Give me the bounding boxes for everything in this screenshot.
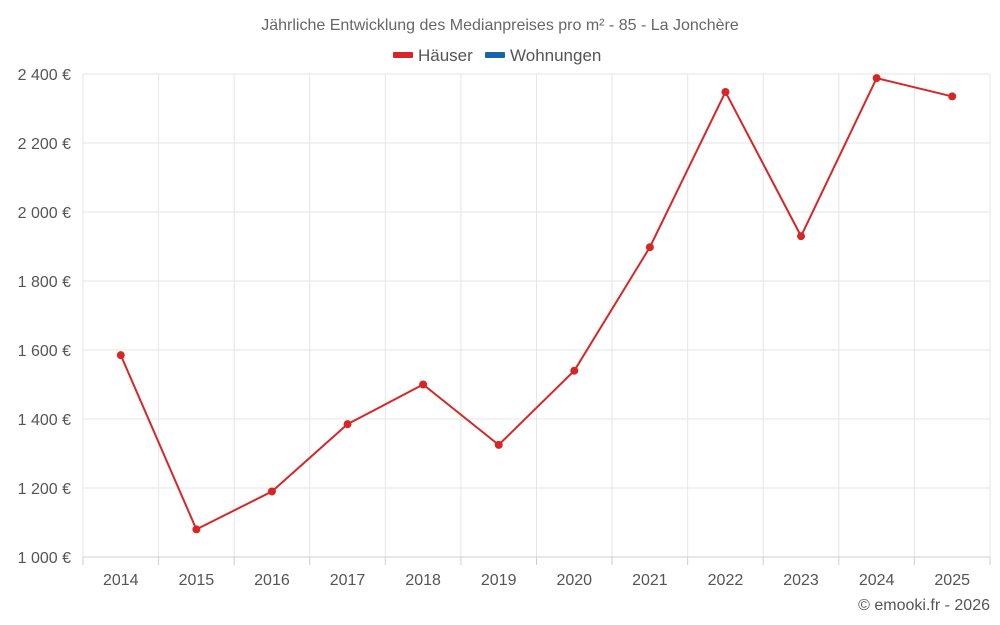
x-tick-label: 2022 (708, 572, 744, 589)
x-tick-label: 2025 (934, 572, 970, 589)
y-tick-label: 2 200 € (18, 136, 71, 153)
grid (82, 73, 991, 558)
y-tick-label: 1 600 € (18, 343, 71, 360)
data-point (192, 525, 201, 534)
data-point (721, 87, 730, 96)
y-tick-label: 1 200 € (18, 481, 71, 498)
legend-swatch-1 (485, 52, 505, 58)
data-point (645, 243, 654, 252)
series-line-0 (119, 77, 953, 531)
data-point (494, 440, 503, 449)
x-tick-label: 2019 (481, 572, 517, 589)
x-axis: 2014 2015 2016 2017 2018 2019 2020 2021 2022 2023… (82, 556, 991, 589)
x-tick-label: 2016 (254, 572, 290, 589)
data-point (948, 92, 957, 101)
legend-label-1: Wohnungen (510, 46, 601, 65)
series-group (116, 74, 957, 534)
y-tick-label: 2 000 € (18, 205, 71, 222)
data-point (116, 351, 125, 360)
data-point (267, 487, 276, 496)
y-tick-label: 1 000 € (18, 550, 71, 567)
data-point (419, 380, 428, 389)
legend-label-0: Häuser (418, 46, 473, 65)
x-tick-label: 2020 (556, 572, 592, 589)
y-tick-label: 1 800 € (18, 274, 71, 291)
x-tick-label: 2024 (859, 572, 895, 589)
y-tick-label: 2 400 € (18, 67, 71, 84)
x-tick-label: 2018 (405, 572, 441, 589)
x-tick-label: 2021 (632, 572, 668, 589)
legend-swatch-0 (393, 52, 413, 58)
data-point (872, 74, 881, 83)
x-tick-label: 2015 (179, 572, 215, 589)
chart-title: Jährliche Entwicklung des Medianpreises … (261, 17, 739, 34)
y-axis: 1 000 € 1 200 € 1 400 € 1 600 € 1 800 € 2 000… (18, 67, 71, 567)
data-point (570, 366, 579, 375)
x-tick-label: 2017 (330, 572, 366, 589)
x-tick-label: 2014 (103, 572, 139, 589)
credit-text: © emooki.fr - 2026 (858, 597, 990, 614)
y-tick-label: 1 400 € (18, 412, 71, 429)
x-tick-label: 2023 (783, 572, 819, 589)
data-point (343, 420, 352, 429)
legend: Häuser Wohnungen (393, 46, 601, 65)
data-point (797, 232, 806, 241)
